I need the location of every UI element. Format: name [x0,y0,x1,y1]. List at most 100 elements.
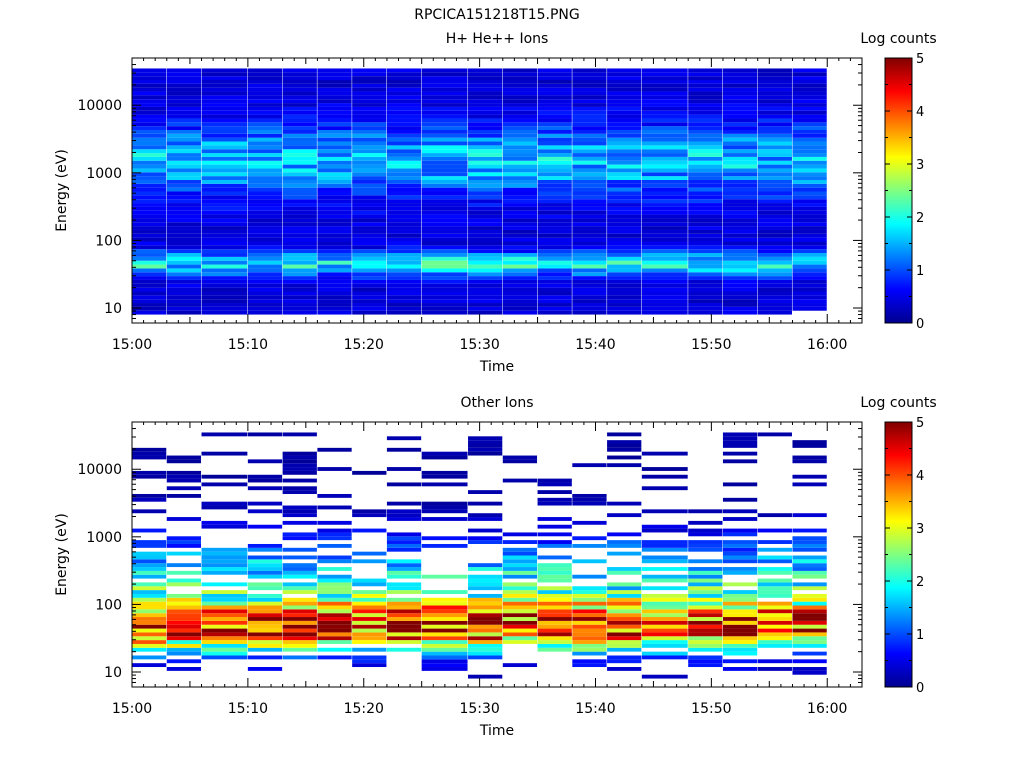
heatmap-cell [166,624,202,629]
heatmap-cell [641,601,688,606]
heatmap-cell [352,609,387,614]
heatmap-cell [792,172,827,177]
heatmap-cell [792,279,827,284]
heatmap-cell [166,203,202,207]
heatmap-cell [201,597,248,602]
heatmap-cell [722,249,758,254]
heatmap-cell [201,237,248,242]
colorbar-tick-label: 0 [916,317,924,332]
heatmap-cell [607,609,642,614]
heatmap-cell [641,567,688,571]
heatmap-cell [688,590,723,594]
heatmap-cell [641,543,688,548]
heatmap-cell [247,229,283,234]
heatmap-cell [537,91,572,96]
heatmap-cell [166,176,202,180]
heatmap-cell [722,214,758,219]
heatmap-cell [722,76,758,81]
heatmap-cell [201,570,248,575]
heatmap-cell [282,287,317,292]
panel-title: Other Ions [460,395,533,411]
heatmap-cell [792,632,827,637]
heatmap-cell [688,183,723,188]
heatmap-cell [722,636,758,641]
heatmap-cell [757,245,792,250]
heatmap-cell [247,605,283,610]
heatmap-cell [607,268,642,273]
heatmap-cell [386,547,422,552]
heatmap-cell [317,245,352,250]
heatmap-cell [386,187,422,192]
heatmap-cell [757,95,792,100]
heatmap-cell [317,176,352,180]
heatmap-cell [757,233,792,238]
heatmap-cell [607,272,642,277]
heatmap-cell [792,609,827,614]
heatmap-cell [688,110,723,115]
heatmap-cell [757,141,792,146]
heatmap-cell [641,199,688,204]
heatmap-cell [352,245,387,250]
heatmap-cell [317,141,352,146]
heatmap-cell [317,268,352,273]
heatmap-cell [201,256,248,261]
heatmap-cell [352,110,387,115]
heatmap-cell [386,482,422,487]
heatmap-cell [722,87,758,92]
heatmap-cell [468,490,503,494]
heatmap-cell [132,176,167,180]
heatmap-cell [352,241,387,246]
heatmap-cell [641,655,688,660]
heatmap-cell [792,272,827,277]
heatmap-cell [352,528,387,533]
heatmap-cell [386,249,422,254]
heatmap-cell [607,655,642,660]
heatmap-cell [352,141,387,146]
heatmap-cell [421,137,468,142]
heatmap-cell [792,141,827,146]
heatmap-cell [421,643,468,648]
heatmap-cell [537,276,572,280]
heatmap-cell [317,149,352,154]
heatmap-cell [607,264,642,269]
heatmap-cell [792,118,827,123]
heatmap-cell [607,249,642,254]
heatmap-cell [607,279,642,284]
heatmap-cell [386,237,422,242]
heatmap-cell [688,72,723,77]
heatmap-cell [722,609,758,614]
x-tick-label: 15:50 [691,337,731,353]
heatmap-cell [722,156,758,161]
heatmap-cell [317,559,352,564]
heatmap-cell [247,574,283,579]
heatmap-cell [132,551,167,556]
heatmap-cell [352,268,387,273]
heatmap-cell [572,640,607,644]
heatmap-cell [166,582,202,587]
heatmap-cell [132,632,167,637]
heatmap-cell [247,555,283,560]
heatmap-cell [201,620,248,625]
heatmap-cell [282,253,317,257]
heatmap-cell [641,164,688,169]
heatmap-cell [572,601,607,606]
heatmap-cell [688,640,723,644]
heatmap-cell [468,291,503,296]
heatmap-cell [722,83,758,88]
heatmap-cell [792,195,827,200]
heatmap-cell [537,191,572,196]
heatmap-cell [502,91,538,96]
heatmap-cell [688,643,723,648]
heatmap-cell [282,574,317,579]
heatmap-cell [537,83,572,88]
heatmap-cell [352,659,387,664]
heatmap-cell [132,509,167,514]
heatmap-cell [247,214,283,219]
heatmap-cell [247,106,283,111]
heatmap-cell [757,667,792,671]
heatmap-cell [132,133,167,138]
heatmap-cell [468,295,503,300]
heatmap-cell [386,80,422,84]
heatmap-cell [537,237,572,242]
heatmap-cell [468,593,503,598]
